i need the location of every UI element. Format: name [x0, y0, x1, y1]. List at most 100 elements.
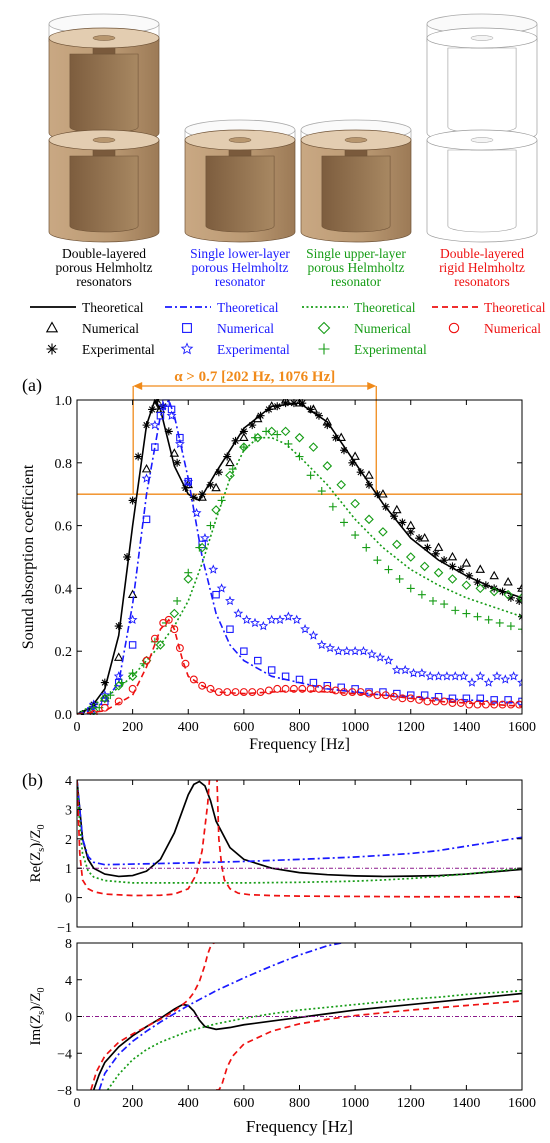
data-point-upper-porous: [206, 521, 215, 530]
neck-opening: [470, 137, 494, 143]
data-point-lower-porous: [156, 411, 165, 420]
range-annotation: α > 0.7 [202 Hz, 1076 Hz]: [174, 369, 335, 385]
data-point-upper-porous: [225, 470, 235, 481]
data-point-rigid: [206, 684, 215, 693]
data-point-lower-porous: [233, 608, 244, 618]
data-point-double-porous: [273, 402, 282, 411]
data-point-rigid: [448, 699, 457, 707]
data-point-double-porous: [206, 480, 215, 489]
x-tick-label: 1600: [508, 1096, 536, 1111]
cavity: [447, 47, 517, 134]
rigid-upper-cylinder: [426, 27, 538, 144]
data-point-upper-porous: [503, 589, 513, 600]
y-axis-label: Im(Zs)/Z0: [28, 987, 47, 1045]
data-point-lower-porous: [183, 476, 194, 486]
data-point-rigid: [431, 697, 440, 706]
data-point-double-porous: [348, 458, 357, 467]
data-point-upper-porous: [128, 669, 137, 678]
data-point-rigid: [181, 659, 190, 668]
data-point-rigid: [440, 697, 449, 706]
data-point-rigid: [289, 684, 298, 693]
y-tick-label: 3: [65, 803, 72, 818]
data-point-double-porous: [350, 451, 360, 460]
data-point-rigid: [100, 703, 109, 712]
neck-opening: [344, 137, 368, 143]
data-point-upper-porous: [340, 518, 348, 527]
data-point-upper-porous: [350, 498, 360, 509]
data-point-rigid: [273, 684, 282, 693]
data-point-double-porous: [336, 432, 346, 442]
data-point-lower-porous: [142, 515, 151, 524]
data-point-rigid: [348, 688, 357, 696]
data-point-upper-porous: [461, 580, 472, 591]
data-point-lower-porous: [191, 507, 202, 518]
data-point-lower-porous: [309, 678, 318, 687]
series-line-lower-porous: [98, 943, 342, 1090]
x-tick-label: 1600: [508, 720, 536, 735]
data-point-double-porous: [127, 589, 138, 599]
data-point-upper-porous: [306, 471, 315, 480]
data-point-lower-porous: [200, 532, 210, 543]
data-point-rigid: [398, 694, 407, 703]
series-line-rigid: [90, 943, 215, 1090]
data-point-upper-porous: [317, 487, 326, 496]
data-point-upper-porous: [155, 640, 166, 650]
data-point-double-porous: [475, 564, 486, 573]
data-point-lower-porous: [408, 668, 419, 678]
subscript: s: [36, 1011, 47, 1015]
data-point-rigid: [175, 644, 184, 653]
cavity: [69, 155, 139, 233]
data-point-upper-porous: [373, 556, 382, 565]
data-point-upper-porous: [489, 586, 499, 597]
data-point-upper-porous: [447, 574, 458, 584]
data-point-lower-porous: [341, 646, 352, 656]
data-point-rigid: [150, 634, 159, 643]
series-line-rigid: [216, 1000, 522, 1090]
data-point-rigid: [256, 688, 265, 696]
data-point-upper-porous: [273, 430, 282, 439]
data-point-double-porous: [248, 421, 257, 430]
data-point-double-porous: [456, 565, 465, 574]
data-point-double-porous: [253, 413, 263, 423]
data-point-double-porous: [281, 399, 290, 408]
data-point-lower-porous: [240, 647, 248, 655]
data-point-upper-porous: [351, 531, 360, 540]
series-line-upper-porous: [77, 780, 522, 884]
data-point-double-porous: [198, 490, 207, 499]
legend-label: Experimental: [354, 342, 427, 357]
y-tick-label: −8: [57, 1084, 72, 1099]
data-point-double-porous: [406, 520, 416, 529]
series-line-upper-porous: [106, 989, 522, 1090]
data-point-rigid: [189, 675, 198, 684]
data-point-lower-porous: [433, 671, 444, 681]
y-axis-label: Sound absorption coefficient: [20, 464, 37, 649]
data-point-double-porous: [390, 512, 399, 521]
data-point-upper-porous: [295, 452, 304, 461]
data-point-rigid: [356, 688, 365, 696]
data-point-upper-porous: [475, 583, 486, 594]
subscript: 0: [36, 824, 47, 829]
y-axis-label: Re(Zs)/Z0: [28, 824, 47, 882]
neck-opening: [228, 137, 252, 143]
data-point-rigid: [214, 688, 223, 696]
y-tick-label: 0: [65, 1011, 72, 1026]
data-point-upper-porous: [506, 622, 515, 631]
data-point-upper-porous: [362, 543, 371, 552]
data-point-upper-porous: [384, 565, 393, 574]
data-point-double-porous: [239, 432, 249, 442]
data-point-rigid: [164, 615, 173, 624]
cavity: [205, 155, 275, 233]
x-tick-label: 1000: [341, 720, 369, 735]
data-point-double-porous: [134, 452, 143, 461]
legend-marker: [180, 342, 194, 355]
neck-opening: [470, 35, 494, 41]
data-point-lower-porous: [113, 671, 124, 681]
data-point-lower-porous: [358, 646, 369, 656]
data-point-upper-porous: [308, 442, 319, 452]
data-point-lower-porous: [254, 656, 262, 665]
legend-label: Theoretical: [354, 300, 416, 315]
data-point-lower-porous: [208, 564, 219, 574]
data-point-double-porous: [123, 553, 132, 561]
series-line-double-porous: [92, 992, 522, 1090]
